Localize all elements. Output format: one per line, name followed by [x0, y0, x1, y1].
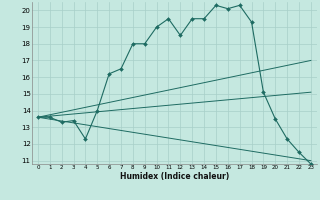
X-axis label: Humidex (Indice chaleur): Humidex (Indice chaleur): [120, 172, 229, 181]
